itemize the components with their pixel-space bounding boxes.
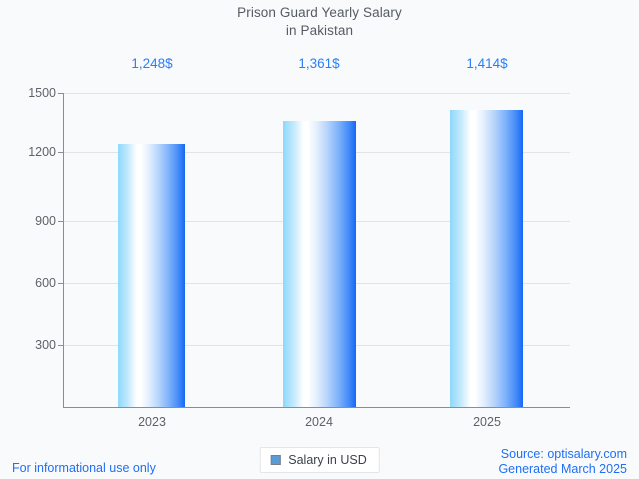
bar-2025[interactable]: [450, 110, 523, 407]
data-label-2025: 1,414$: [466, 56, 508, 71]
data-label-2023: 1,248$: [131, 56, 173, 71]
y-tick-label-1500: 1500: [28, 86, 56, 100]
chart-title-line-1: Prison Guard Yearly Salary: [237, 5, 402, 20]
y-tick-mark-600: [58, 283, 64, 284]
x-tick-label-2023: 2023: [138, 415, 166, 429]
y-tick-mark-1200: [58, 152, 64, 153]
y-tick-mark-900: [58, 221, 64, 222]
bar-2023[interactable]: [118, 144, 185, 407]
y-tick-label-1200: 1200: [28, 145, 56, 159]
x-axis-line: [63, 407, 570, 408]
data-label-2024: 1,361$: [298, 56, 340, 71]
y-tick-label-300: 300: [35, 338, 56, 352]
y-axis-line: [63, 93, 64, 408]
chart-title-line-2: in Pakistan: [285, 23, 354, 38]
y-tick-label-900: 900: [35, 214, 56, 228]
y-tick-mark-300: [58, 345, 64, 346]
footer-generated-line: Generated March 2025: [498, 462, 627, 476]
y-tick-mark-1500: [58, 93, 64, 94]
plot-area: [63, 93, 570, 407]
grid-line-1500: [63, 93, 570, 94]
footer-source-line[interactable]: Source: optisalary.com: [500, 447, 627, 461]
legend-label-salary-in-usd: Salary in USD: [288, 453, 367, 467]
chart-title: Prison Guard Yearly Salary in Pakistan: [0, 4, 639, 40]
y-tick-label-600: 600: [35, 276, 56, 290]
chart-legend[interactable]: Salary in USD: [259, 447, 380, 473]
x-tick-label-2024: 2024: [305, 415, 333, 429]
footer-source: Source: optisalary.com Generated March 2…: [498, 447, 627, 477]
bar-2024[interactable]: [283, 121, 356, 407]
x-tick-label-2025: 2025: [473, 415, 501, 429]
footer-disclaimer: For informational use only: [12, 461, 156, 475]
legend-swatch-salary-in-usd: [270, 455, 281, 465]
